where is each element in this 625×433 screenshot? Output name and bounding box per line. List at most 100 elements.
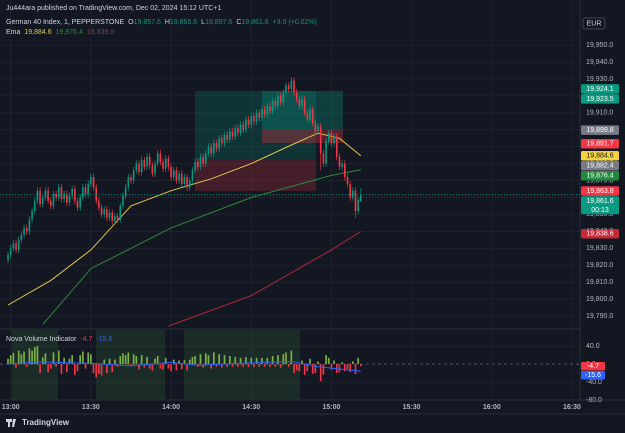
volume-bar xyxy=(221,364,223,368)
volume-label-box xyxy=(581,370,605,380)
volume-bar xyxy=(138,364,140,370)
volume-bar xyxy=(282,354,285,365)
volume-bar xyxy=(15,364,17,368)
volume-bar xyxy=(146,356,148,365)
candle-body xyxy=(79,197,82,208)
volume-bar xyxy=(285,352,287,365)
volume-value: -4.7 xyxy=(80,336,92,343)
volume-bar xyxy=(229,356,231,365)
volume-bar xyxy=(303,364,306,375)
volume-bar xyxy=(354,364,357,374)
candle-body xyxy=(175,170,178,181)
candle-body xyxy=(9,248,12,256)
ema-value: 19,884.6 xyxy=(24,29,51,36)
price-label-box xyxy=(581,84,619,94)
volume-bar xyxy=(12,352,15,365)
candle-body xyxy=(12,243,15,249)
grid xyxy=(0,0,580,401)
volume-legend: Nova Volume Indicator -4.7 -15.6 xyxy=(6,336,113,343)
volume-bar xyxy=(218,354,220,365)
volume-bar xyxy=(7,358,9,365)
volume-bar xyxy=(156,356,159,365)
price-label: 19,924.1 xyxy=(586,86,613,93)
symbol-title: German 40 Index, 1, PEPPERSTONE xyxy=(6,19,124,26)
volume-bar xyxy=(132,354,135,365)
x-tick-label: 15:00 xyxy=(322,404,340,411)
candle-body xyxy=(124,187,127,196)
candle-body xyxy=(191,170,194,181)
candle-body xyxy=(132,170,135,181)
volume-bar xyxy=(124,355,127,365)
volume-label: -4.7 xyxy=(587,363,599,370)
volume-bar xyxy=(106,364,108,374)
candle-body xyxy=(303,99,306,113)
volume-bar xyxy=(183,360,186,365)
candle-body xyxy=(140,160,143,173)
volume-bar xyxy=(215,364,218,367)
x-tick-label: 13:30 xyxy=(82,404,100,411)
price-label-box xyxy=(581,161,619,171)
candle-body xyxy=(263,109,266,115)
candle-body xyxy=(253,116,255,122)
currency-box[interactable] xyxy=(582,17,606,30)
candle-body xyxy=(71,188,73,196)
loss-zone xyxy=(195,160,316,191)
volume-bar xyxy=(135,356,138,365)
volume-bar xyxy=(207,355,210,365)
candle-body xyxy=(266,106,269,115)
candle-body xyxy=(130,177,132,181)
candle-body xyxy=(261,109,263,118)
countdown: 00:13 xyxy=(591,207,609,214)
y-tick-label: 19,810.0 xyxy=(586,279,613,286)
candle-body xyxy=(57,187,60,198)
volume-bar xyxy=(186,364,188,371)
x-tick-label: 14:30 xyxy=(242,404,260,411)
volume-bar xyxy=(175,364,178,371)
currency[interactable]: EUR xyxy=(587,20,602,27)
volume-bar xyxy=(287,364,290,367)
volume-bar xyxy=(57,350,60,365)
candle-body xyxy=(226,134,229,140)
volume-bar xyxy=(311,364,314,374)
candle-body xyxy=(47,190,49,201)
candle-body xyxy=(231,131,234,137)
volume-bar xyxy=(204,353,207,365)
candle-body xyxy=(277,95,279,107)
volume-bar xyxy=(74,364,76,375)
candle-body xyxy=(360,194,362,202)
price-label: 19,876.4 xyxy=(586,173,613,180)
volume-bar xyxy=(263,364,266,367)
candle-body xyxy=(44,190,47,198)
volume-bar xyxy=(100,364,103,376)
candle-body xyxy=(127,177,130,188)
volume-bar xyxy=(154,358,156,365)
volume-label-box xyxy=(581,361,605,371)
ema-value: 19,876.4 xyxy=(56,29,83,36)
volume-bar xyxy=(31,350,33,365)
volume-bar xyxy=(314,364,317,374)
price-label-box xyxy=(581,125,619,135)
volume-bar xyxy=(255,357,258,365)
ohlc-value: 19,865.6 xyxy=(170,19,197,26)
ema-name: Ema xyxy=(6,29,21,36)
volume-bar xyxy=(90,354,92,365)
candle-body xyxy=(293,80,295,93)
volume-bar xyxy=(33,347,36,365)
volume-bar xyxy=(226,364,229,367)
change: +3.0 (+0.02%) xyxy=(273,19,317,26)
volume-bar xyxy=(269,364,271,367)
volume-bar xyxy=(341,362,343,365)
volume-bar xyxy=(41,357,44,365)
volume-bar xyxy=(79,355,82,365)
volume-bar xyxy=(338,364,341,373)
price-label-box xyxy=(581,228,619,239)
ema-value: 19,839.9 xyxy=(87,29,114,36)
y-tick-label: 19,790.0 xyxy=(586,313,613,320)
volume-tick-label: -80.0 xyxy=(586,397,602,404)
volume-bar xyxy=(239,357,242,365)
volume-bar xyxy=(250,357,253,365)
volume-bar xyxy=(92,364,95,374)
candle-body xyxy=(239,124,242,134)
volume-bar xyxy=(210,364,212,369)
candle-body xyxy=(122,195,124,206)
